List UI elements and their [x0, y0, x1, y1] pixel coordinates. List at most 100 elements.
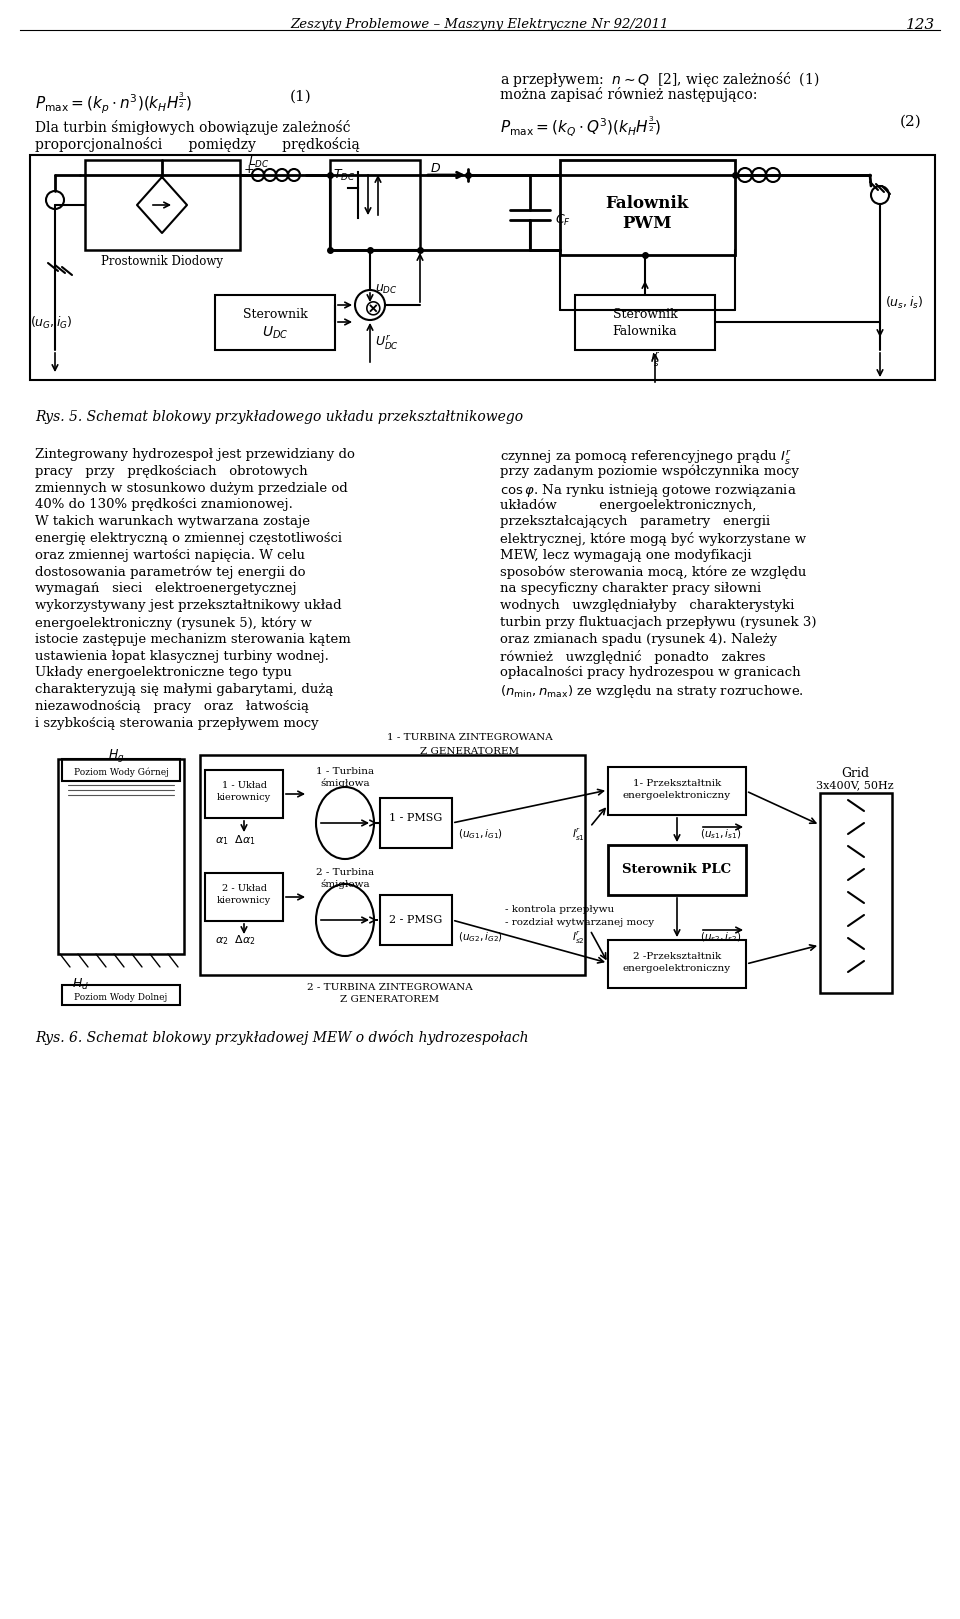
Text: $H_g$: $H_g$: [108, 746, 125, 764]
Bar: [330, 160, 420, 249]
Text: opłacalności pracy hydrozespou w granicach: opłacalności pracy hydrozespou w granica…: [500, 667, 801, 680]
Text: 1 - TURBINA ZINTEGROWANA: 1 - TURBINA ZINTEGROWANA: [387, 733, 553, 742]
Text: 1 - Turbina: 1 - Turbina: [316, 767, 374, 776]
Text: proporcjonalności      pomiędzy      prędkością: proporcjonalności pomiędzy prędkością: [35, 138, 360, 152]
Bar: [62, 984, 180, 1005]
Text: $C_F$: $C_F$: [555, 214, 571, 228]
Text: można zapisać również następująco:: można zapisać również następująco:: [500, 87, 757, 102]
Text: $I^r_{s2}$: $I^r_{s2}$: [572, 929, 585, 945]
Text: 2 - PMSG: 2 - PMSG: [390, 915, 443, 924]
Bar: [205, 873, 283, 921]
Bar: [58, 759, 184, 954]
Text: zmiennych w stosunkowo dużym przedziale od: zmiennych w stosunkowo dużym przedziale …: [35, 481, 348, 494]
Text: $U_{DC}$: $U_{DC}$: [262, 325, 288, 342]
Text: - rozdział wytwarzanej mocy: - rozdział wytwarzanej mocy: [505, 918, 654, 928]
Text: kierownicy: kierownicy: [217, 895, 271, 905]
Text: $\alpha_2\ \ \Delta\alpha_2$: $\alpha_2\ \ \Delta\alpha_2$: [215, 933, 256, 947]
Text: układów          energoelektronicznych,: układów energoelektronicznych,: [500, 499, 756, 512]
Text: turbin przy fluktuacjach przepływu (rysunek 3): turbin przy fluktuacjach przepływu (rysu…: [500, 615, 817, 630]
Text: oraz zmiennej wartości napięcia. W celu: oraz zmiennej wartości napięcia. W celu: [35, 549, 305, 562]
Text: $(n_{\mathrm{min}}, n_{\mathrm{max}})$ ze względu na straty rozruchowe.: $(n_{\mathrm{min}}, n_{\mathrm{max}})$ z…: [500, 683, 804, 699]
Text: Układy energoelektroniczne tego typu: Układy energoelektroniczne tego typu: [35, 667, 292, 680]
Bar: [62, 759, 180, 780]
Bar: [200, 754, 585, 975]
Text: wymagań   sieci   elektroenergetycznej: wymagań sieci elektroenergetycznej: [35, 583, 297, 596]
Text: $u_{DC}$: $u_{DC}$: [375, 283, 397, 296]
Text: przy zadanym poziomie współczynnika mocy: przy zadanym poziomie współczynnika mocy: [500, 465, 799, 478]
Text: Zintegrowany hydrozespoł jest przewidziany do: Zintegrowany hydrozespoł jest przewidzia…: [35, 448, 355, 461]
Text: $L_{DC}$: $L_{DC}$: [248, 155, 270, 170]
Text: $P_{\mathrm{max}} = (k_Q \cdot Q^3)(k_H H^{\frac{3}{2}})$: $P_{\mathrm{max}} = (k_Q \cdot Q^3)(k_H …: [500, 115, 661, 139]
Text: niezawodnością   pracy   oraz   łatwością: niezawodnością pracy oraz łatwością: [35, 699, 309, 712]
Text: Sterownik: Sterownik: [612, 308, 678, 321]
Bar: [30, 155, 935, 380]
Text: 2 - Turbina: 2 - Turbina: [316, 868, 374, 877]
Text: śmigłowa: śmigłowa: [321, 879, 370, 889]
Text: Falownik: Falownik: [606, 194, 688, 212]
Text: istocie zastępuje mechanizm sterowania kątem: istocie zastępuje mechanizm sterowania k…: [35, 633, 350, 646]
Text: również   uwzględnić   ponadto   zakres: również uwzględnić ponadto zakres: [500, 649, 765, 664]
Text: $D$: $D$: [430, 162, 441, 175]
Text: przekształcających   parametry   energii: przekształcających parametry energii: [500, 515, 770, 528]
Text: Poziom Wody Górnej: Poziom Wody Górnej: [74, 767, 168, 777]
Text: 3x400V, 50Hz: 3x400V, 50Hz: [816, 780, 894, 790]
Bar: [85, 160, 240, 249]
Text: $P_{\mathrm{max}} = (k_p \cdot n^3)(k_H H^{\frac{3}{2}})$: $P_{\mathrm{max}} = (k_p \cdot n^3)(k_H …: [35, 91, 192, 115]
Text: Sterownik PLC: Sterownik PLC: [622, 863, 732, 876]
Text: Falownika: Falownika: [612, 325, 678, 338]
Bar: [608, 767, 746, 814]
Text: 1- Przekształtnik: 1- Przekształtnik: [633, 779, 721, 788]
Text: Zeszyty Problemowe – Maszyny Elektryczne Nr 92/2011: Zeszyty Problemowe – Maszyny Elektryczne…: [291, 18, 669, 31]
Text: oraz zmianach spadu (rysunek 4). Należy: oraz zmianach spadu (rysunek 4). Należy: [500, 633, 778, 646]
Text: MEW, lecz wymagają one modyfikacji: MEW, lecz wymagają one modyfikacji: [500, 549, 752, 562]
Text: $(u_{G1}, i_{G1})$: $(u_{G1}, i_{G1})$: [458, 827, 503, 840]
Text: Poziom Wody Dolnej: Poziom Wody Dolnej: [74, 992, 168, 1002]
Text: wykorzystywany jest przekształtnikowy układ: wykorzystywany jest przekształtnikowy uk…: [35, 599, 342, 612]
Bar: [380, 798, 452, 848]
Text: $(u_{s1}, i_{s1})$: $(u_{s1}, i_{s1})$: [700, 827, 741, 840]
Text: $H_d$: $H_d$: [72, 976, 89, 992]
Text: PWM: PWM: [622, 215, 672, 232]
Text: wodnych   uwzględniałyby   charakterystyki: wodnych uwzględniałyby charakterystyki: [500, 599, 794, 612]
Text: 1 - PMSG: 1 - PMSG: [390, 813, 443, 822]
Text: - kontrola przepływu: - kontrola przepływu: [505, 905, 614, 915]
Bar: [560, 160, 735, 256]
Text: $U^r_{DC}$: $U^r_{DC}$: [375, 334, 399, 351]
Text: $(u_s, i_s)$: $(u_s, i_s)$: [885, 295, 924, 311]
Text: $-$: $-$: [333, 243, 346, 257]
Text: energoelektroniczny (rysunek 5), który w: energoelektroniczny (rysunek 5), który w: [35, 615, 312, 630]
Text: (2): (2): [900, 115, 922, 130]
Text: Dla turbin śmigłowych obowiązuje zależność: Dla turbin śmigłowych obowiązuje zależno…: [35, 120, 350, 134]
Text: 2 - TURBINA ZINTEGROWANA: 2 - TURBINA ZINTEGROWANA: [307, 983, 473, 992]
Text: (1): (1): [290, 91, 312, 104]
Circle shape: [46, 191, 64, 209]
Bar: [380, 895, 452, 945]
Text: Prostownik Diodowy: Prostownik Diodowy: [101, 256, 223, 269]
Text: 2 - Układ: 2 - Układ: [222, 884, 267, 894]
Text: 2 -Przekształtnik: 2 -Przekształtnik: [633, 952, 721, 962]
Text: $T_{DC}$: $T_{DC}$: [333, 168, 355, 183]
Text: 123: 123: [905, 18, 935, 32]
Text: $I^r_{s1}$: $I^r_{s1}$: [572, 827, 585, 843]
Circle shape: [355, 290, 385, 321]
Text: ustawienia łopat klasycznej turbiny wodnej.: ustawienia łopat klasycznej turbiny wodn…: [35, 649, 329, 662]
Text: kierownicy: kierownicy: [217, 793, 271, 801]
Text: energię elektryczną o zmiennej częstotliwości: energię elektryczną o zmiennej częstotli…: [35, 533, 342, 546]
Text: sposobów sterowania mocą, które ze względu: sposobów sterowania mocą, które ze wzglę…: [500, 565, 806, 580]
Bar: [608, 941, 746, 988]
Text: energoelektroniczny: energoelektroniczny: [623, 792, 732, 800]
Text: Z GENERATOREM: Z GENERATOREM: [420, 746, 519, 756]
Circle shape: [871, 186, 889, 204]
Text: energoelektroniczny: energoelektroniczny: [623, 963, 732, 973]
Text: a przepływem:  $n \sim Q$  [2], więc zależność  (1): a przepływem: $n \sim Q$ [2], więc zależ…: [500, 70, 820, 89]
Text: $I^r_s$: $I^r_s$: [650, 350, 660, 368]
Text: charakteryzują się małymi gabarytami, dużą: charakteryzują się małymi gabarytami, du…: [35, 683, 333, 696]
Text: Rys. 6. Schemat blokowy przykładowej MEW o dwóch hydrozespołach: Rys. 6. Schemat blokowy przykładowej MEW…: [35, 1030, 529, 1044]
Bar: [575, 295, 715, 350]
Text: Z GENERATOREM: Z GENERATOREM: [341, 996, 440, 1004]
Bar: [215, 295, 335, 350]
Text: $(u_{G2}, i_{G2})$: $(u_{G2}, i_{G2})$: [458, 929, 503, 944]
Text: $+$: $+$: [243, 164, 254, 176]
Bar: [608, 845, 746, 895]
Text: Grid: Grid: [841, 767, 869, 780]
